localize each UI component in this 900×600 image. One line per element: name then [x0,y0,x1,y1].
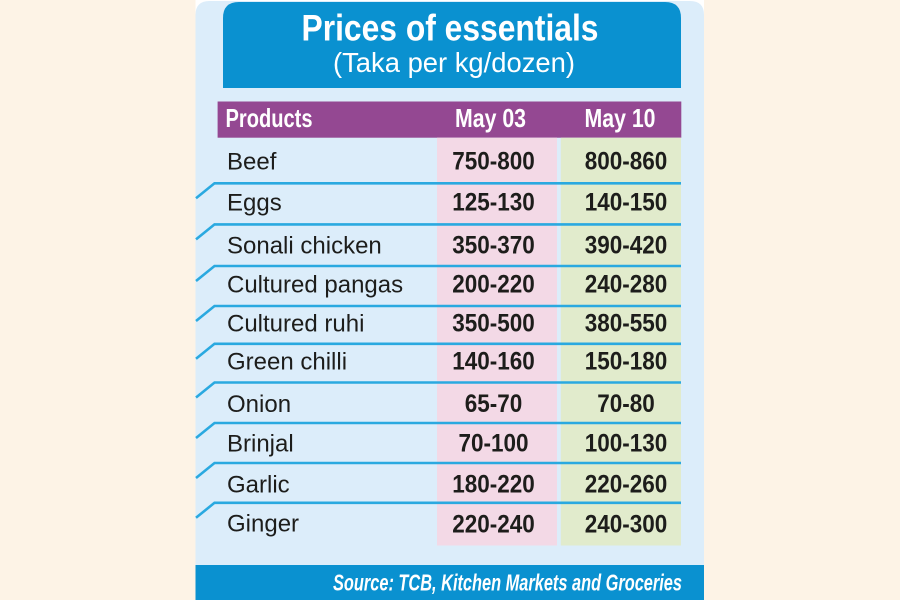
svg-text:220-260: 220-260 [585,471,668,499]
svg-text:70-80: 70-80 [597,390,655,418]
svg-text:140-150: 140-150 [585,188,668,216]
svg-text:Cultured pangas: Cultured pangas [227,272,403,299]
svg-text:380-550: 380-550 [585,310,668,338]
svg-text:200-220: 200-220 [452,270,535,298]
svg-text:800-860: 800-860 [585,148,668,176]
svg-text:750-800: 750-800 [452,148,535,176]
svg-text:150-180: 150-180 [585,347,668,375]
svg-text:390-420: 390-420 [585,232,668,260]
svg-text:65-70: 65-70 [465,390,523,418]
svg-text:220-240: 220-240 [452,510,535,538]
svg-text:May 10: May 10 [585,103,656,133]
svg-text:240-300: 240-300 [585,510,668,538]
svg-text:350-500: 350-500 [452,310,535,338]
svg-text:100-130: 100-130 [585,429,668,457]
svg-text:May 03: May 03 [455,103,526,133]
svg-text:Brinjal: Brinjal [227,431,294,458]
svg-text:Prices of essentials: Prices of essentials [302,7,599,48]
svg-text:240-280: 240-280 [585,270,668,298]
svg-text:Sonali chicken: Sonali chicken [227,233,382,260]
svg-text:140-160: 140-160 [452,347,535,375]
svg-text:Eggs: Eggs [227,190,282,217]
svg-text:Products: Products [226,103,313,133]
svg-text:Beef: Beef [227,149,277,176]
svg-text:Garlic: Garlic [227,472,290,499]
svg-text:350-370: 350-370 [452,232,535,260]
svg-text:180-220: 180-220 [452,471,535,499]
svg-text:70-100: 70-100 [458,429,528,457]
svg-text:Ginger: Ginger [227,511,299,538]
svg-text:Green chilli: Green chilli [227,348,347,375]
svg-text:Cultured ruhi: Cultured ruhi [227,311,364,338]
svg-text:Source: TCB, Kitchen Markets a: Source: TCB, Kitchen Markets and Groceri… [333,570,682,596]
svg-text:(Taka per kg/dozen): (Taka per kg/dozen) [333,47,575,78]
svg-text:125-130: 125-130 [452,188,535,216]
svg-text:Onion: Onion [227,391,291,418]
